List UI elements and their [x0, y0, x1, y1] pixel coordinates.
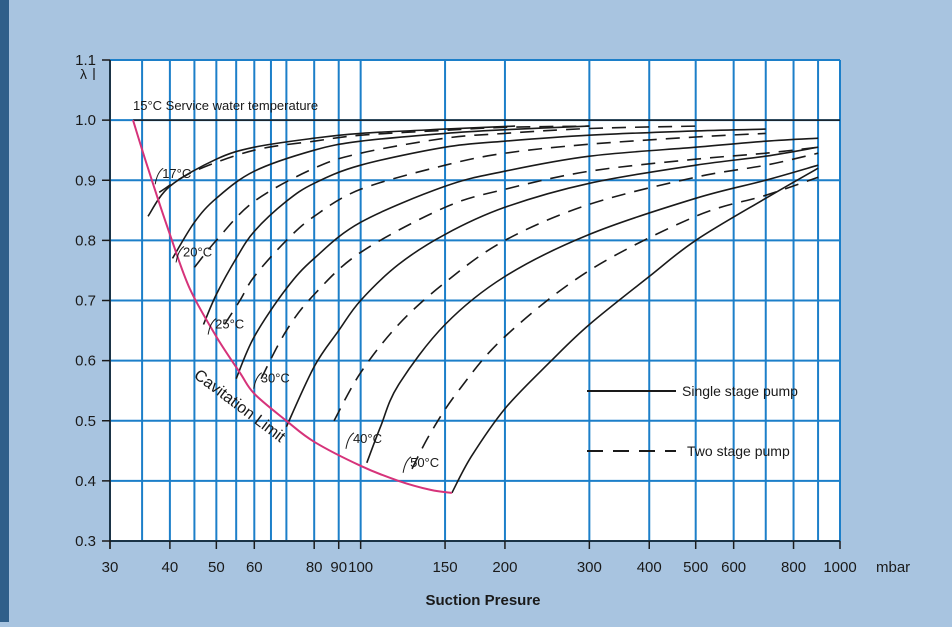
single-stage-curve	[451, 167, 819, 494]
single-stage-curve	[171, 125, 590, 259]
legend-single-stage-label: Single stage pump	[682, 383, 798, 399]
single-stage-curve	[285, 146, 819, 428]
curve-series	[147, 125, 819, 494]
x-tick-label: 80	[306, 559, 323, 576]
axes-group: 0.30.40.50.60.70.80.91.01.130 40 50 60 80 90 1…	[75, 52, 857, 576]
two-stage-curve	[260, 146, 819, 380]
two-stage-curve	[333, 152, 819, 422]
y-tick-label: 0.4	[75, 473, 96, 490]
two-stage-curve	[193, 125, 696, 268]
x-tick-label: 150	[433, 559, 458, 576]
temperature-label-hook	[253, 372, 263, 389]
temperature-label: 25°C	[215, 317, 244, 332]
y-tick-label: 1.1	[75, 52, 96, 69]
y-tick-label: 0.7	[75, 293, 96, 310]
cavitation-limit-curve	[132, 119, 453, 494]
x-tick-label: 800	[781, 559, 806, 576]
x-tick-label: 400	[637, 559, 662, 576]
temperature-label-hook	[345, 432, 355, 449]
x-tick-label: 1000	[823, 559, 856, 576]
temperature-label-hook	[154, 167, 164, 185]
x-tick-label: 600	[721, 559, 746, 576]
x-axis-unit: mbar	[876, 559, 910, 576]
x-axis-title: Suction Presure	[425, 592, 540, 609]
legend: Single stage pump Two stage pump	[587, 383, 798, 459]
single-stage-curve	[147, 125, 516, 217]
temperature-label-hook	[207, 318, 217, 335]
y-tick-label: 0.5	[75, 413, 96, 430]
temperature-label: 30°C	[261, 371, 290, 386]
single-stage-curve	[202, 128, 766, 325]
single-stage-curve	[235, 137, 819, 380]
x-tick-label: 30	[102, 559, 119, 576]
cavitation-limit-group: 17°C 20°C 25°C 30°C 40°C 50°C	[132, 119, 453, 494]
y-tick-label: 1.0	[75, 112, 96, 129]
x-tick-label: 50	[208, 559, 225, 576]
y-axis-symbol: λ	[80, 66, 87, 82]
legend-two-stage-label: Two stage pump	[687, 443, 790, 459]
temperature-label: 20°C	[183, 244, 212, 259]
two-stage-curve	[223, 132, 766, 325]
x-tick-label: 200	[492, 559, 517, 576]
single-stage-curve	[366, 164, 819, 464]
top-line-label: 15°C Service water temperature	[133, 98, 318, 113]
x-tick-label: 300	[577, 559, 602, 576]
x-tick-label: 90	[330, 559, 347, 576]
y-tick-label: 0.3	[75, 533, 96, 550]
temperature-label-hook	[175, 245, 185, 263]
two-stage-curve	[158, 125, 590, 193]
temperature-label: 17°C	[162, 166, 191, 181]
x-tick-label: 40	[162, 559, 179, 576]
x-tick-label: 500	[683, 559, 708, 576]
grid-lines	[109, 59, 841, 542]
y-tick-label: 0.8	[75, 232, 96, 249]
x-tick-label: 100	[348, 559, 373, 576]
temperature-label: 40°C	[353, 431, 382, 446]
temperature-label: 50°C	[410, 455, 439, 470]
y-tick-label: 0.6	[75, 353, 96, 370]
left-border-strip	[0, 0, 9, 622]
x-tick-label: 60	[246, 559, 263, 576]
temperature-label-hook	[402, 456, 412, 473]
two-stage-curve	[411, 176, 819, 470]
y-tick-label: 0.9	[75, 172, 96, 189]
